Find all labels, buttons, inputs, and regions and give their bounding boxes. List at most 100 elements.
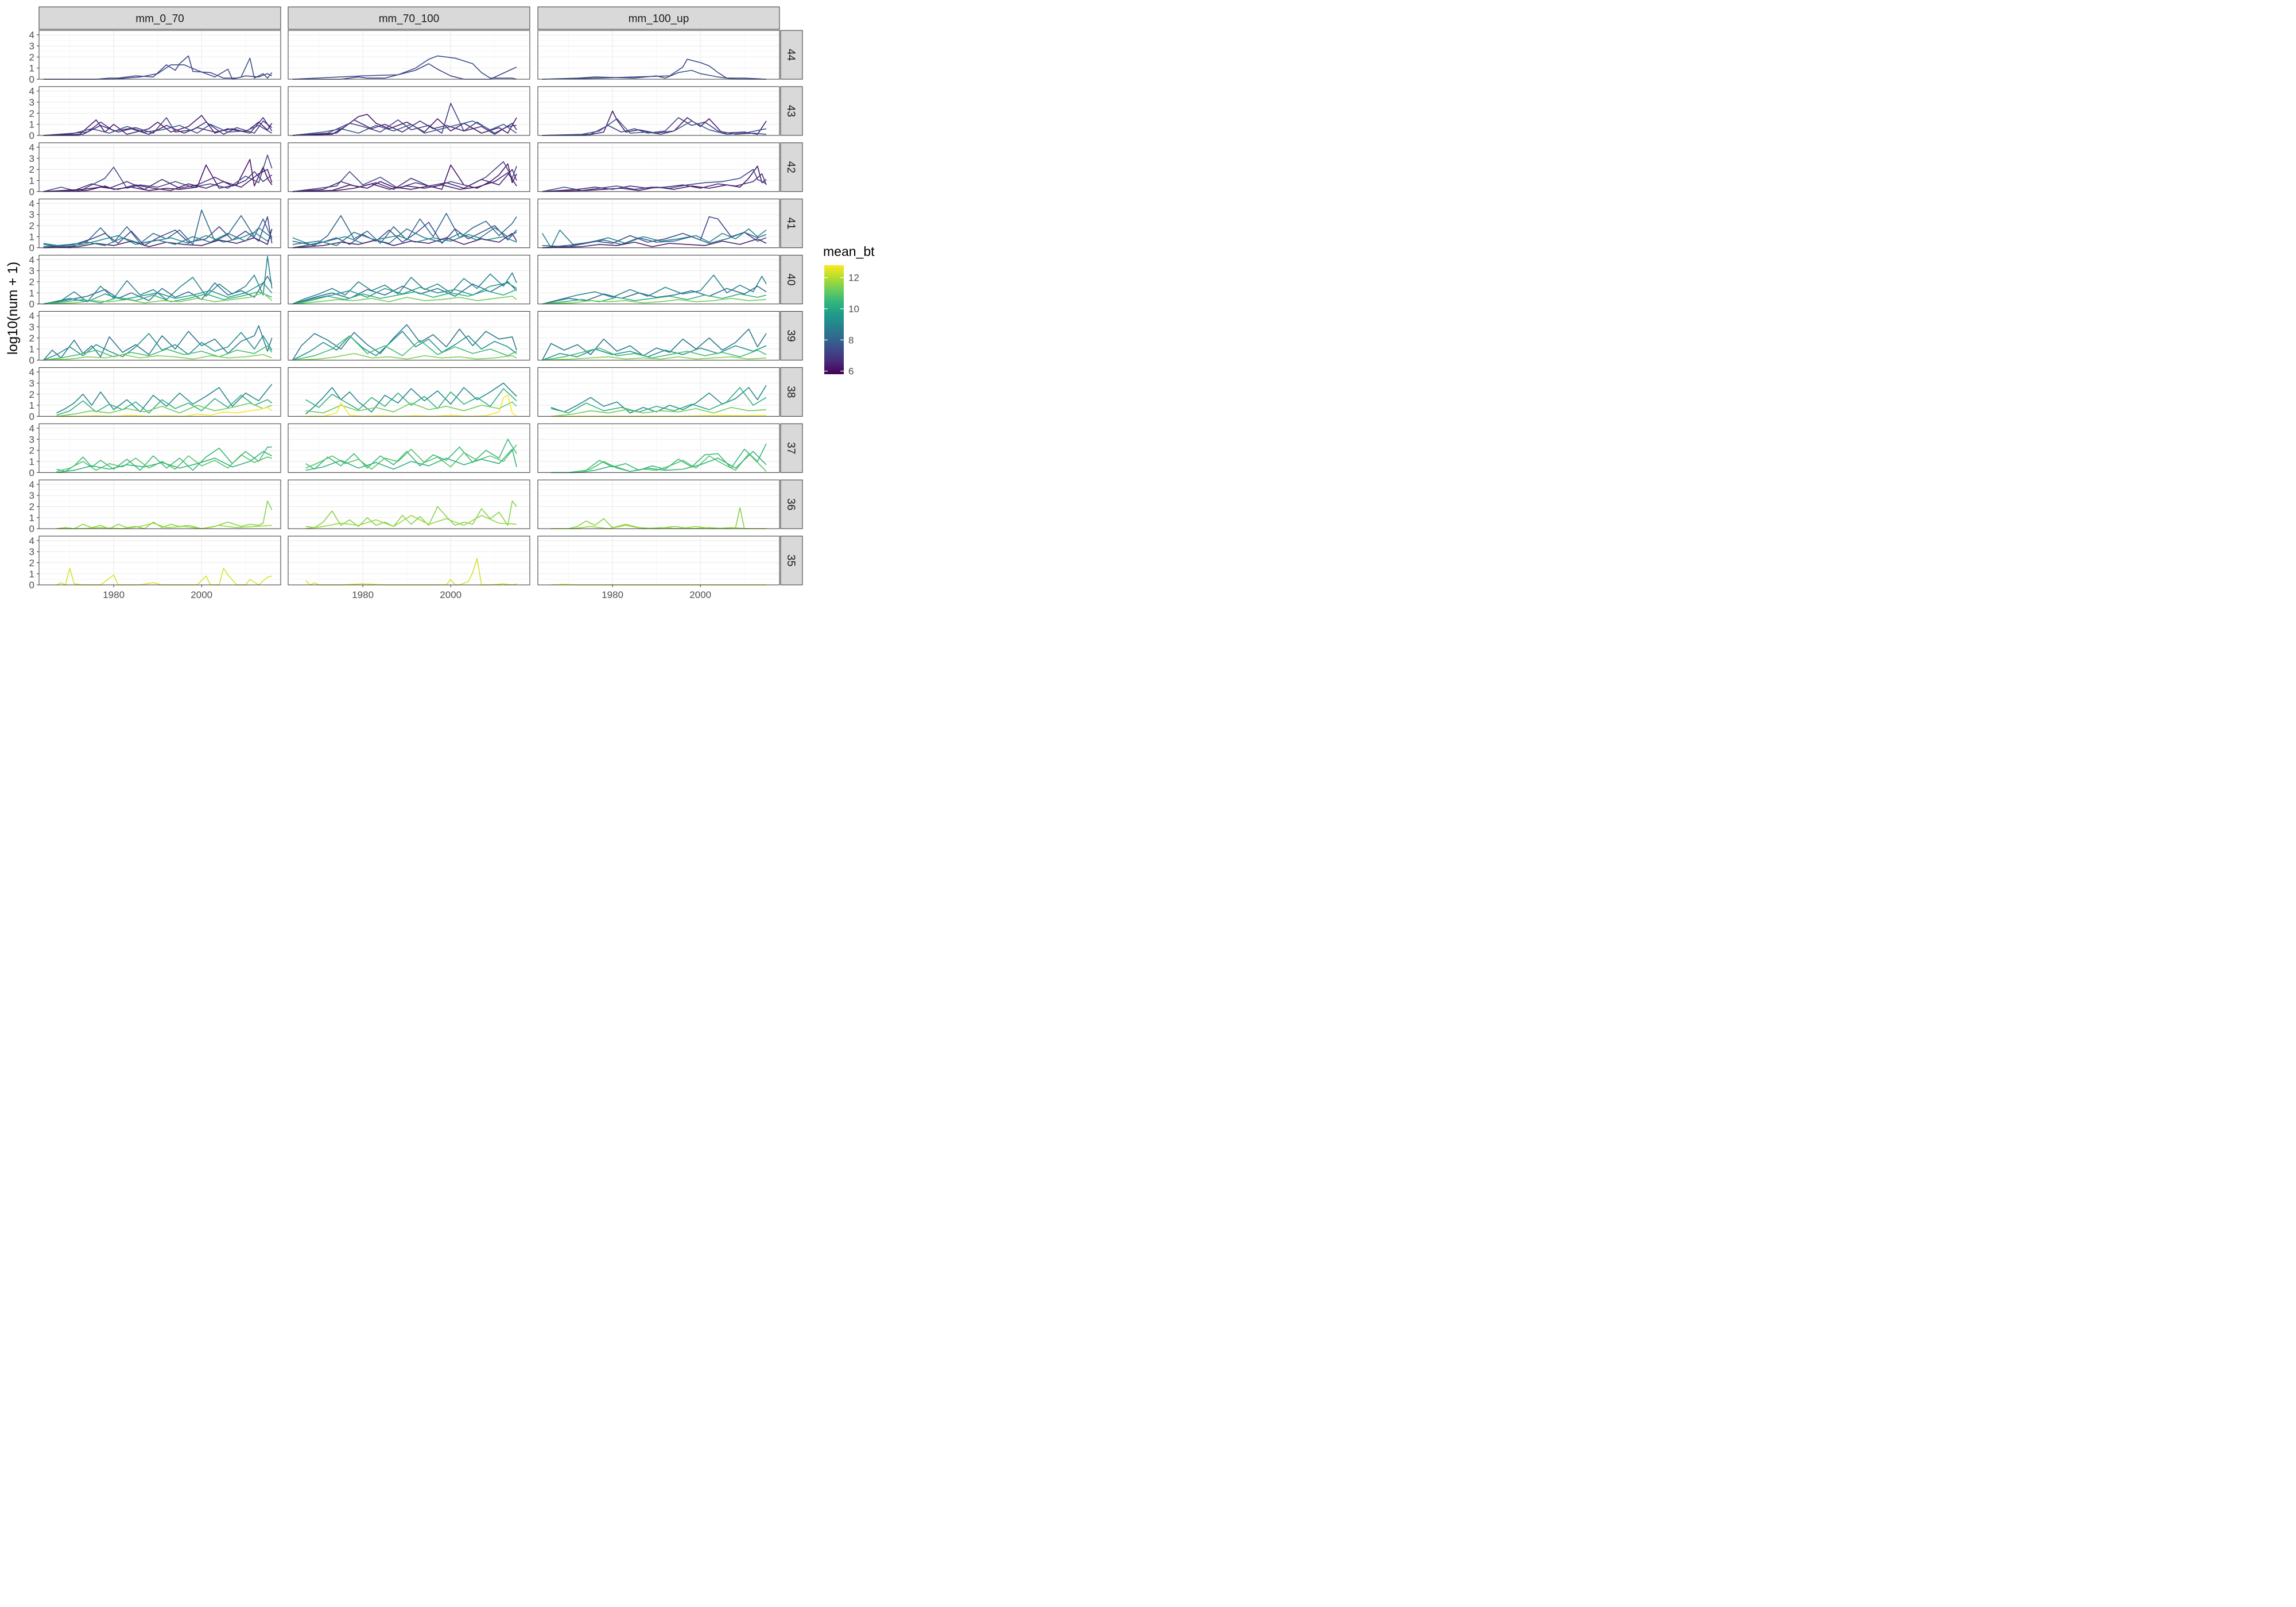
facet-strip-label: 35 xyxy=(785,554,797,566)
series-line xyxy=(550,387,767,414)
series-line xyxy=(292,227,517,246)
colorbar-label: 12 xyxy=(848,273,859,284)
series-line xyxy=(43,228,273,249)
y-tick-label: 1 xyxy=(29,344,34,355)
series-line xyxy=(292,121,517,136)
series-line xyxy=(43,332,273,361)
series-line xyxy=(43,345,273,361)
y-axis-title: log10(num + 1) xyxy=(5,262,21,355)
series-line xyxy=(551,453,767,473)
series-line xyxy=(542,228,767,249)
y-tick-label: 3 xyxy=(29,209,34,220)
panel-mm_0_70-35 xyxy=(38,535,281,585)
series-line xyxy=(292,55,517,80)
facet-strip-row-40: 40 xyxy=(780,255,803,305)
panel-border xyxy=(38,311,281,360)
series-line xyxy=(43,117,273,136)
series-line xyxy=(56,454,272,472)
panel-mm_100_up-38 xyxy=(537,367,780,417)
series-line xyxy=(542,118,767,136)
series-line xyxy=(43,291,273,305)
panel-mm_100_up-40 xyxy=(537,255,780,305)
x-tick-label: 1980 xyxy=(602,589,623,600)
facet-strip-label: 37 xyxy=(785,442,797,454)
panel-border xyxy=(38,535,281,585)
y-tick-label: 2 xyxy=(29,52,34,63)
series-line xyxy=(542,356,767,361)
panel-mm_0_70-43 xyxy=(38,86,281,136)
y-tick-label: 0 xyxy=(29,411,34,422)
panel-border xyxy=(537,479,780,529)
panel-background xyxy=(288,424,530,473)
panel-background xyxy=(39,86,281,135)
x-tick-label: 1980 xyxy=(352,589,374,600)
series-line xyxy=(43,169,273,192)
panel-mm_100_up-44 xyxy=(537,30,780,80)
series-line xyxy=(43,354,272,361)
series-line xyxy=(542,110,767,136)
x-tick-label: 2000 xyxy=(191,589,212,600)
y-tick-label: 1 xyxy=(29,231,34,242)
series-line xyxy=(43,292,273,305)
series-line xyxy=(305,401,517,414)
y-tick-label: 2 xyxy=(29,220,34,231)
series-line xyxy=(542,69,766,80)
series-line xyxy=(292,169,517,192)
series-line xyxy=(292,119,517,136)
series-line xyxy=(43,117,273,136)
series-line xyxy=(56,383,273,414)
x-axis-mm_70_100: 1980 2000 xyxy=(352,585,461,600)
panel-mm_100_up-35 xyxy=(537,535,780,585)
facet-strip-label: 41 xyxy=(785,218,797,230)
panel-mm_0_70-42 xyxy=(38,142,281,192)
panel-mm_70_100-36 xyxy=(288,479,530,529)
panel-border xyxy=(288,423,530,473)
series-line xyxy=(56,522,272,529)
facet-strip-row-42: 42 xyxy=(780,142,803,192)
facet-strip-row-38: 38 xyxy=(780,367,803,417)
y-tick-label: 4 xyxy=(29,310,34,321)
series-line xyxy=(292,353,517,361)
panel-background xyxy=(538,480,779,529)
series-line xyxy=(292,163,517,192)
panel-background xyxy=(39,311,281,360)
panel-mm_70_100-39 xyxy=(288,311,530,361)
y-tick-label: 3 xyxy=(29,434,34,445)
series-line xyxy=(292,282,517,305)
colorbar-label: 10 xyxy=(848,304,859,315)
series-line xyxy=(551,525,766,529)
panel-background xyxy=(39,255,281,304)
panel-border xyxy=(288,199,530,249)
panel-mm_100_up-37 xyxy=(537,423,780,473)
panel-border xyxy=(38,367,281,417)
series-line xyxy=(305,448,517,471)
panel-border xyxy=(288,311,530,360)
y-tick-label: 2 xyxy=(29,389,34,400)
panel-background xyxy=(538,311,779,360)
y-tick-label: 4 xyxy=(29,535,34,546)
y-tick-label: 0 xyxy=(29,523,34,534)
panel-border xyxy=(38,86,281,136)
y-tick-label: 1 xyxy=(29,119,34,130)
legend: mean_bt 6 8 10 12 xyxy=(823,244,875,377)
colorbar-label: 6 xyxy=(848,366,854,377)
y-tick-label: 2 xyxy=(29,445,34,456)
panel-mm_0_70-41 xyxy=(38,199,281,249)
y-tick-label: 1 xyxy=(29,513,34,523)
panel-background xyxy=(538,367,779,417)
panel-border xyxy=(38,142,281,192)
series-line xyxy=(542,347,767,361)
series-line xyxy=(43,231,273,247)
panel-border xyxy=(288,367,530,417)
y-tick-label: 2 xyxy=(29,108,34,119)
series-line xyxy=(43,154,273,192)
panel-border xyxy=(537,367,780,417)
series-line xyxy=(292,172,517,192)
panel-background xyxy=(538,142,779,192)
panel-background xyxy=(39,480,281,529)
panel-border xyxy=(537,311,780,360)
